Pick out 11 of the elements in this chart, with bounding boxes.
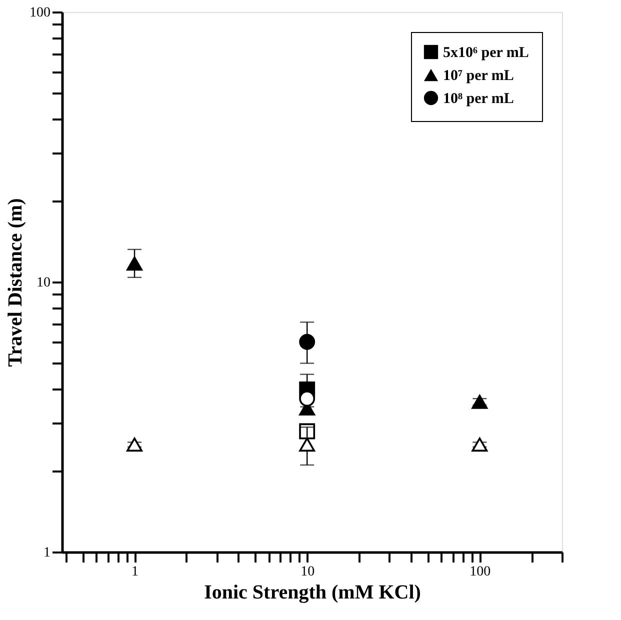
y-tick-label: 100	[30, 6, 50, 20]
legend-label: 10⁸ per mL	[443, 91, 514, 107]
y-tick-label: 1	[44, 546, 50, 560]
y-tick-label: 10	[36, 276, 50, 290]
x-axis-title: Ionic Strength (mM KCl)	[204, 582, 421, 604]
y-axis-title: Travel Distance (m)	[4, 198, 26, 367]
x-tick-label: 10	[300, 564, 315, 580]
x-tick-label: 1	[132, 564, 139, 580]
legend-label: 5x10⁶ per mL	[443, 45, 529, 61]
x-tick-label: 100	[470, 564, 491, 580]
legend-label: 10⁷ per mL	[443, 68, 514, 84]
